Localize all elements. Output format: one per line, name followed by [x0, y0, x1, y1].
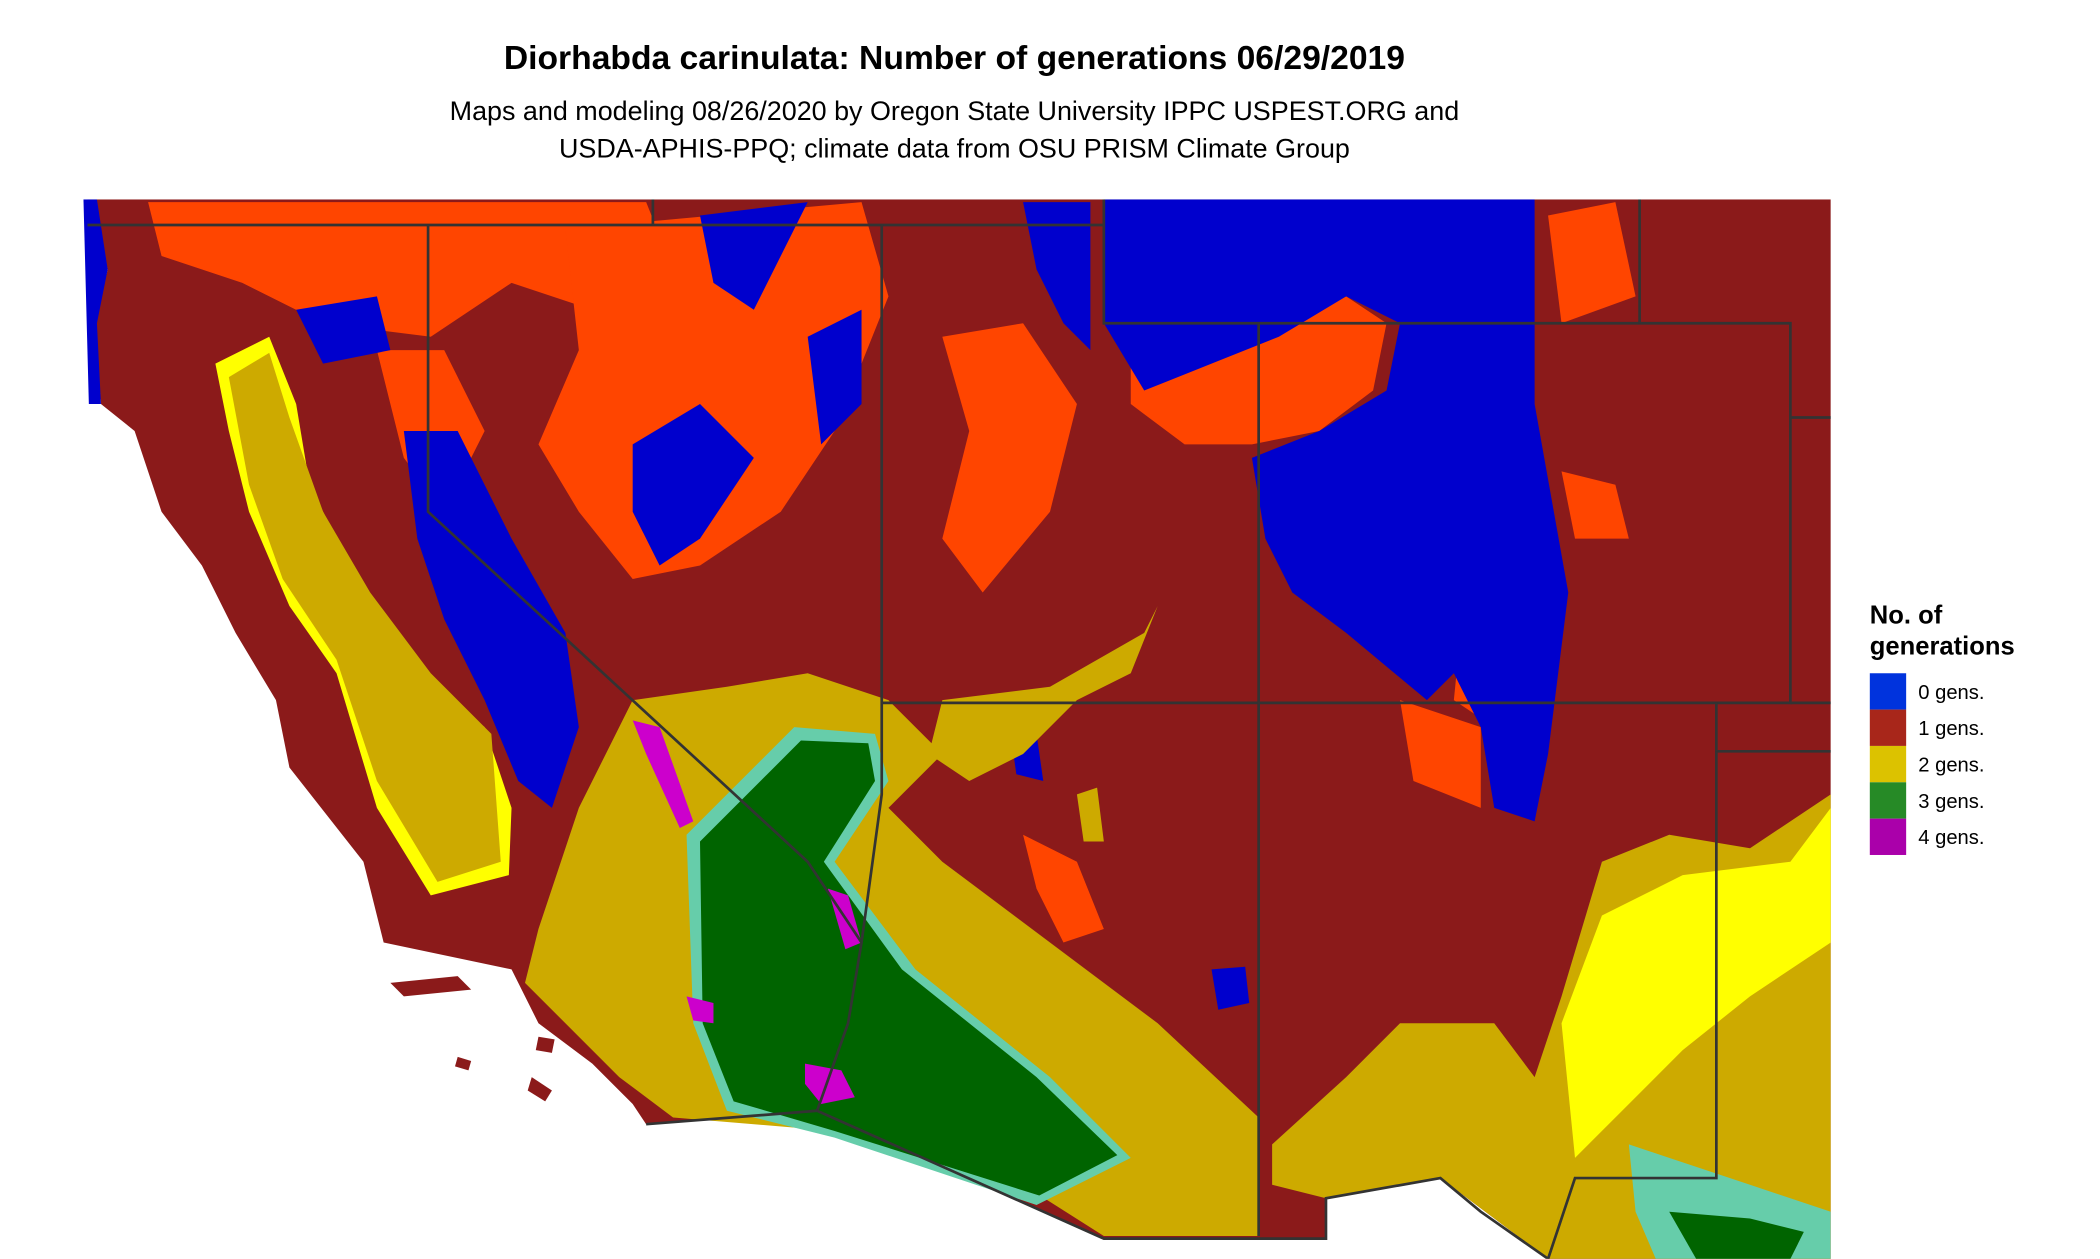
legend-label: 1 gens.	[1918, 718, 1984, 740]
map-subtitle-line2: USDA-APHIS-PPQ; climate data from OSU PR…	[559, 134, 1350, 164]
legend-swatch	[1869, 673, 1907, 710]
legend-title-line1: No. of	[1870, 601, 1943, 629]
legend-item-3: 3 gens.	[1869, 782, 1985, 819]
region-0-gen	[83, 199, 1569, 1010]
legend-label: 3 gens.	[1918, 791, 1984, 813]
legend-swatch	[1869, 745, 1907, 783]
legend-item-4: 4 gens.	[1869, 818, 1985, 855]
region-3-gen	[686, 727, 1831, 1259]
legend: No. of generations 0 gens. 1 gens. 2 gen…	[1869, 601, 2015, 855]
legend-item-2: 2 gens.	[1869, 745, 1985, 783]
state-borders	[87, 199, 1831, 1259]
legend-swatch	[1869, 782, 1907, 819]
channel-islands	[390, 976, 555, 1102]
legend-swatch	[1869, 709, 1907, 746]
legend-label: 0 gens.	[1918, 682, 1984, 704]
map-subtitle-line1: Maps and modeling 08/26/2020 by Oregon S…	[450, 96, 1460, 126]
legend-label: 4 gens.	[1918, 827, 1984, 849]
map-title: Diorhabda carinulata: Number of generati…	[504, 40, 1405, 77]
map-area	[83, 199, 1831, 1259]
legend-item-0: 0 gens.	[1869, 673, 1985, 710]
legend-title-line2: generations	[1870, 632, 2015, 660]
legend-swatch	[1869, 818, 1907, 855]
legend-item-1: 1 gens.	[1869, 709, 1985, 746]
legend-label: 2 gens.	[1918, 755, 1984, 777]
